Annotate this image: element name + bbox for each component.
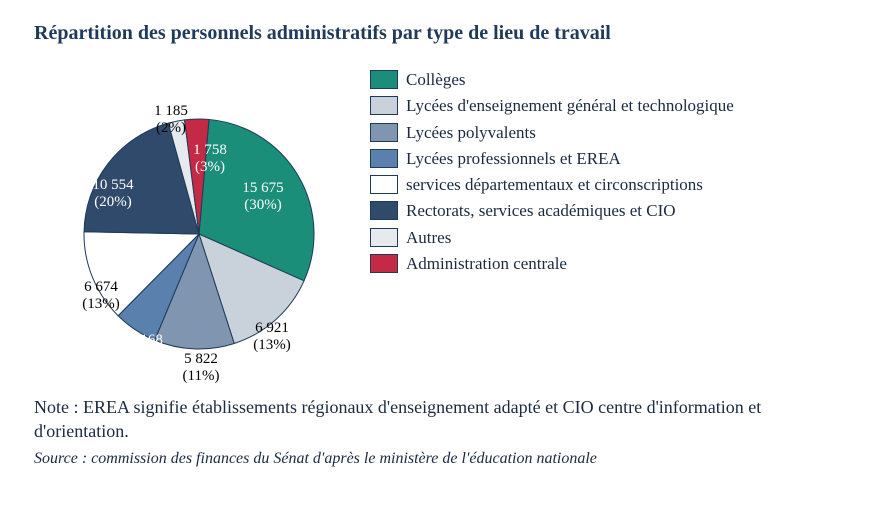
- page: Répartition des personnels administratif…: [0, 0, 871, 520]
- legend-item: Lycées polyvalents: [370, 122, 734, 143]
- legend-item: Rectorats, services académiques et CIO: [370, 200, 734, 221]
- legend-swatch: [370, 149, 398, 168]
- legend-swatch: [370, 254, 398, 273]
- legend-swatch: [370, 70, 398, 89]
- pie-chart: 15 675(30%)6 921(13%)5 822(11%)3 168(6%)…: [34, 59, 364, 389]
- legend: Collèges Lycées d'enseignement général et…: [370, 69, 734, 279]
- legend-swatch: [370, 201, 398, 220]
- chart-title: Répartition des personnels administratif…: [34, 22, 837, 45]
- note-text: Note : EREA signifie établissements régi…: [34, 395, 837, 444]
- legend-label: Collèges: [406, 69, 466, 90]
- legend-item: Autres: [370, 227, 734, 248]
- legend-item: Lycées professionnels et EREA: [370, 148, 734, 169]
- legend-item: Collèges: [370, 69, 734, 90]
- legend-item: services départementaux et circonscripti…: [370, 174, 734, 195]
- legend-item: Lycées d'enseignement général et technol…: [370, 95, 734, 116]
- legend-swatch: [370, 175, 398, 194]
- legend-label: Lycées d'enseignement général et technol…: [406, 95, 734, 116]
- legend-item: Administration centrale: [370, 253, 734, 274]
- legend-swatch: [370, 123, 398, 142]
- legend-swatch: [370, 96, 398, 115]
- pie-svg: [34, 59, 364, 389]
- legend-swatch: [370, 228, 398, 247]
- legend-label: services départementaux et circonscripti…: [406, 174, 703, 195]
- legend-label: Autres: [406, 227, 451, 248]
- legend-label: Lycées professionnels et EREA: [406, 148, 621, 169]
- legend-label: Rectorats, services académiques et CIO: [406, 200, 676, 221]
- chart-row: 15 675(30%)6 921(13%)5 822(11%)3 168(6%)…: [34, 59, 837, 389]
- legend-label: Lycées polyvalents: [406, 122, 536, 143]
- source-text: Source : commission des finances du Séna…: [34, 450, 837, 468]
- legend-label: Administration centrale: [406, 253, 567, 274]
